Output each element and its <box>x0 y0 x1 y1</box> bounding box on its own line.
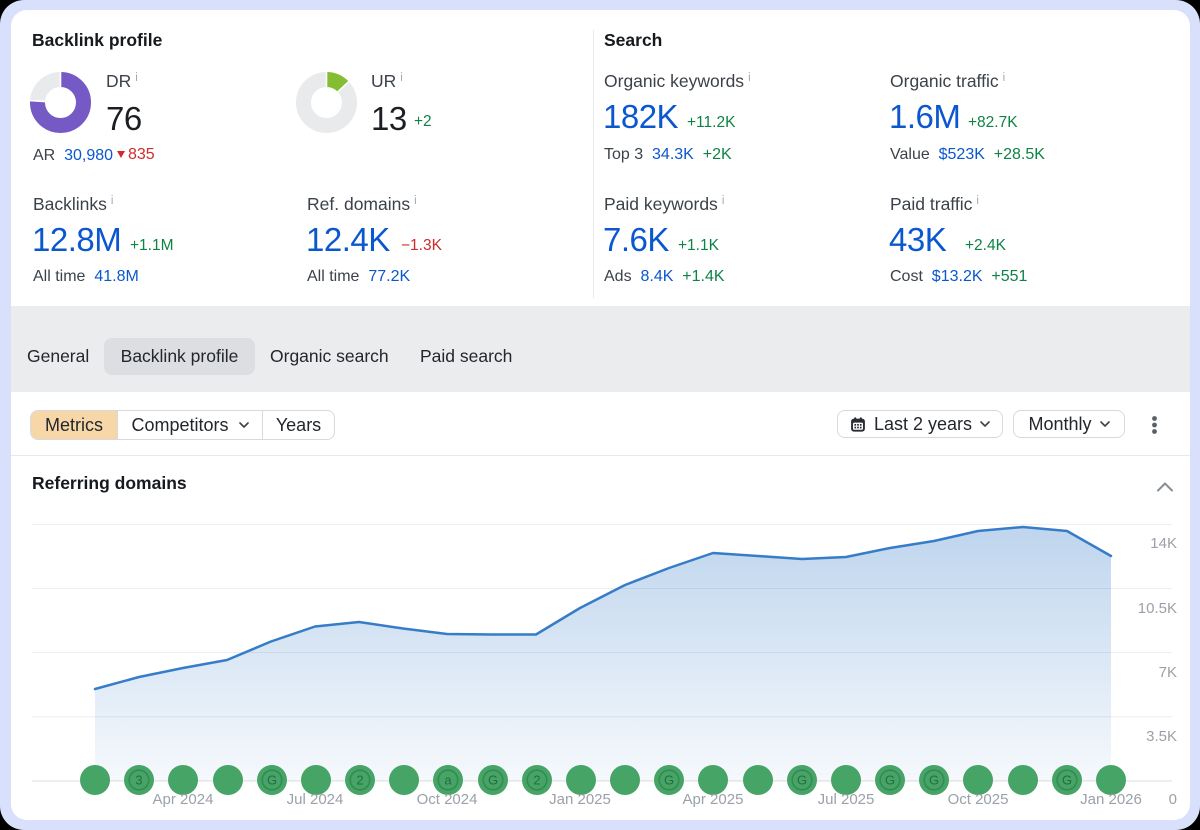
svg-text:Jan 2025: Jan 2025 <box>549 791 611 808</box>
svg-text:Apr 2024: Apr 2024 <box>153 791 214 808</box>
svg-text:3.5K: 3.5K <box>1146 728 1177 745</box>
svg-text:Jul 2024: Jul 2024 <box>287 791 344 808</box>
svg-text:Oct 2024: Oct 2024 <box>417 791 478 808</box>
svg-text:G: G <box>1062 773 1072 788</box>
svg-text:Jan 2026: Jan 2026 <box>1080 791 1142 808</box>
svg-text:G: G <box>885 773 895 788</box>
svg-text:G: G <box>267 773 277 788</box>
svg-text:10.5K: 10.5K <box>1138 600 1177 617</box>
svg-text:14K: 14K <box>1150 535 1177 552</box>
svg-text:Apr 2025: Apr 2025 <box>683 791 744 808</box>
svg-text:2: 2 <box>356 773 363 788</box>
svg-text:3: 3 <box>135 773 142 788</box>
svg-text:G: G <box>797 773 807 788</box>
svg-text:Oct 2025: Oct 2025 <box>948 791 1009 808</box>
svg-text:G: G <box>929 773 939 788</box>
svg-text:G: G <box>664 773 674 788</box>
svg-text:0: 0 <box>1169 791 1177 808</box>
svg-text:G: G <box>488 773 498 788</box>
svg-text:2: 2 <box>533 773 540 788</box>
svg-text:Jul 2025: Jul 2025 <box>818 791 875 808</box>
svg-text:7K: 7K <box>1159 664 1177 681</box>
svg-text:a: a <box>444 773 452 788</box>
